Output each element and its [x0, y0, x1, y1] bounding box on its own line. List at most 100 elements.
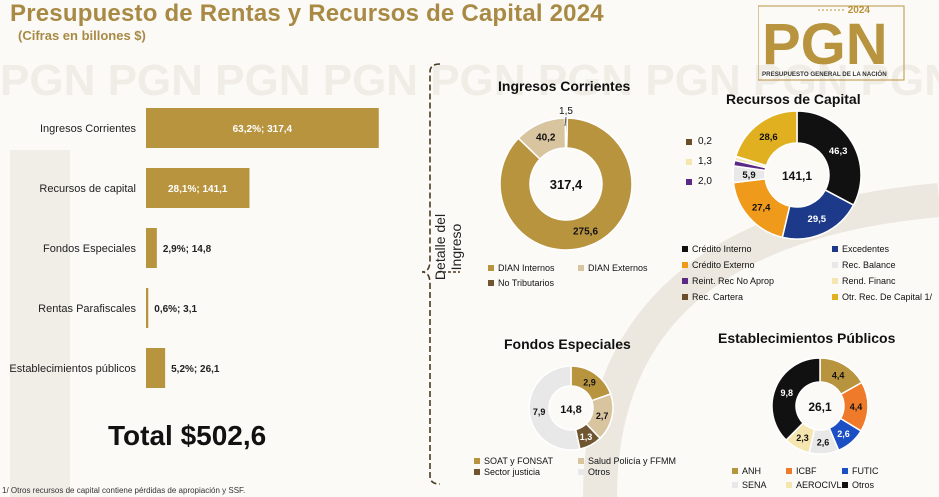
legend-item-dian-externos: DIAN Externos	[578, 263, 648, 273]
bar-category-label: Recursos de capital	[39, 183, 136, 195]
recursos-capital-title: Recursos de Capital	[726, 91, 861, 107]
legend-item-sena: SENA	[732, 480, 767, 490]
legend-swatch	[686, 158, 692, 165]
legend-swatch	[686, 138, 692, 145]
slice-otr-rec-de-capital-1	[734, 110, 798, 167]
legend-label: Rend. Financ	[842, 276, 896, 286]
bar-fondos-especiales	[146, 228, 157, 268]
donut-center-label: 14,8	[560, 404, 581, 416]
slice-data-label: 4,4	[832, 370, 845, 380]
legend-swatch	[682, 278, 688, 284]
legend-swatch	[732, 482, 738, 488]
legend-label: ANH	[742, 466, 762, 476]
legend-swatch	[832, 278, 838, 284]
legend-establecimientos-publicos: ANH ICBF FUTIC SENA AEROCIVL Otros	[730, 466, 930, 494]
bar-ingresos-corrientes	[146, 108, 379, 148]
legend-swatch	[682, 294, 688, 300]
donut-establecimientos-publicos: 4,4 4,4 2,6 2,6 2,3 9,8 26,1	[771, 357, 869, 455]
bar-category-label: Rentas Parafiscales	[38, 303, 136, 315]
legend-label: Otros	[852, 480, 875, 490]
legend-swatch	[786, 482, 792, 488]
legend-item-no-tributarios: No Tributarios	[488, 278, 554, 288]
total-label: Total $502,6	[108, 420, 267, 451]
page-subtitle: (Cifras en billones $)	[18, 28, 146, 43]
legend-swatch	[786, 468, 792, 474]
legend-item-futic: FUTIC	[842, 466, 879, 476]
detail-bracket	[421, 63, 460, 485]
legend-label: Reint. Rec No Aprop	[692, 276, 775, 286]
slice-data-label: 1,3	[698, 156, 712, 167]
legend-item-credito-interno: Crédito Interno	[682, 244, 752, 254]
legend-label: DIAN Internos	[498, 263, 555, 273]
legend-swatch	[682, 262, 688, 268]
legend-item-sector-justicia: Sector justicia	[474, 467, 540, 477]
bar-data-label: 0,6%; 3,1	[154, 304, 197, 315]
bar-recursos-de-capital	[146, 168, 250, 208]
bar-category-label: Fondos Especiales	[43, 243, 136, 255]
donut-fondos-especiales: 2,9 2,7 1,3 7,9 14,8	[528, 365, 614, 451]
legend-label: Rec. Balance	[842, 260, 896, 270]
legend-swatch	[578, 469, 584, 475]
legend-swatch	[842, 482, 848, 488]
legend-label: DIAN Externos	[588, 263, 648, 273]
slice-data-label: 29,5	[808, 214, 827, 225]
slice-data-label: 4,4	[850, 402, 863, 412]
slice-data-label: 46,3	[829, 146, 848, 157]
legend-ingresos-corrientes: DIAN Internos DIAN Externos No Tributarios	[486, 263, 686, 293]
legend-swatch	[832, 294, 838, 300]
legend-item-reint-rec-no-aprop: Reint. Rec No Aprop	[682, 276, 774, 286]
legend-item-credito-externo: Crédito Externo	[682, 260, 755, 270]
legend-swatch	[474, 458, 480, 464]
slice-dian-internos	[499, 117, 633, 251]
legend-item-otros: Otros	[578, 467, 610, 477]
legend-label: Rec. Cartera	[692, 292, 744, 302]
legend-item-salud-policia-y-ffmm: Salud Policía y FFMM	[578, 456, 676, 466]
legend-swatch	[832, 262, 838, 268]
detail-label: Detalle del Ingreso	[432, 213, 464, 281]
slice-data-label: 2,3	[796, 433, 809, 443]
ingresos-corrientes-title: Ingresos Corrientes	[498, 78, 631, 94]
slice-data-label: 1,3	[580, 432, 593, 442]
legend-item-dian-internos: DIAN Internos	[488, 263, 555, 273]
legend-swatch	[842, 468, 848, 474]
slice-data-label: 9,8	[780, 388, 793, 398]
slice-data-label: 7,9	[533, 407, 546, 417]
legend-fondos-especiales: SOAT y FONSAT Salud Policía y FFMM Sector …	[472, 456, 692, 482]
slice-data-label: 275,6	[573, 227, 598, 238]
legend-label: Crédito Interno	[692, 244, 752, 254]
legend-swatch	[578, 265, 584, 271]
legend-item-anh: ANH	[732, 466, 761, 476]
legend-swatch	[488, 265, 494, 271]
legend-swatch	[732, 468, 738, 474]
slice-data-label: 2,0	[698, 176, 712, 187]
slice-data-label: 2,6	[817, 437, 830, 447]
bar-chart: Ingresos Corrientes 63,2%; 317,4 Recursos …	[9, 108, 379, 388]
logo-year: 2024	[848, 5, 871, 16]
slice-data-label: 5,9	[742, 170, 755, 181]
legend-item-otr-rec-de-capital-1: Otr. Rec. De Capital 1/	[832, 292, 932, 302]
legend-swatch	[488, 280, 494, 286]
legend-swatch	[686, 178, 692, 185]
bar-category-label: Establecimientos públicos	[9, 363, 136, 375]
bar-data-label: 63,2%; 317,4	[233, 124, 293, 135]
bar-category-label: Ingresos Corrientes	[40, 123, 136, 135]
slice-data-label: 27,4	[752, 203, 771, 214]
legend-label: SOAT y FONSAT	[484, 456, 554, 466]
slice-credito-interno	[796, 110, 862, 207]
legend-item-rend-financ: Rend. Financ	[832, 276, 896, 286]
donut-center-label: 26,1	[808, 400, 832, 414]
slice-data-label: 1,5	[559, 106, 573, 117]
legend-label: Excedentes	[842, 244, 890, 254]
outlabels-recursos-capital: 0,2 1,3 2,0	[686, 136, 726, 196]
bar-data-label: 5,2%; 26,1	[171, 364, 220, 375]
donut-center-label: 317,4	[550, 177, 583, 192]
bar-data-label: 2,9%; 14,8	[163, 244, 212, 255]
legend-label: SENA	[742, 480, 767, 490]
legend-item-soat-y-fonsat: SOAT y FONSAT	[474, 456, 553, 466]
legend-item-icbf: ICBF	[786, 466, 817, 476]
fondos-especiales-title: Fondos Especiales	[504, 336, 631, 352]
legend-label: Otr. Rec. De Capital 1/	[842, 292, 933, 302]
legend-item-rec-balance: Rec. Balance	[832, 260, 896, 270]
legend-item-excedentes: Excedentes	[832, 244, 889, 254]
pgn-logo: 2024 PGN PRESUPUESTO GENERAL DE LA NACIÓ…	[758, 5, 905, 81]
